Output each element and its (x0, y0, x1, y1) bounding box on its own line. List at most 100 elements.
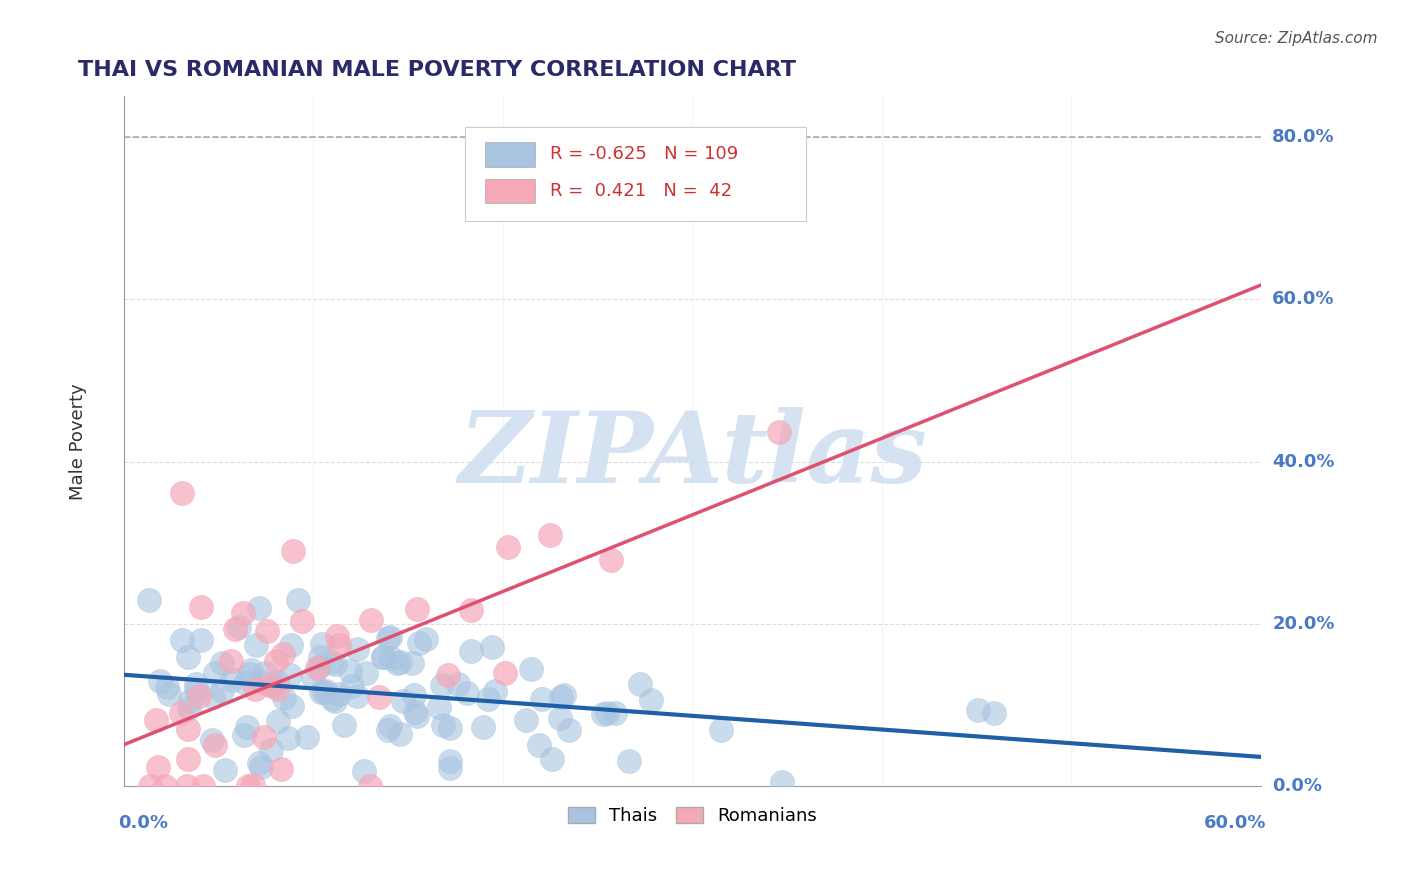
Point (236, 720, 259, 734)
Point (377, 631, 399, 645)
Point (267, 714, 290, 728)
Point (250, 760, 273, 774)
Point (548, 711, 571, 725)
Point (339, 664, 361, 678)
Point (592, 706, 614, 721)
Point (211, 656, 233, 670)
Point (967, 703, 990, 717)
Point (527, 738, 550, 752)
Point (186, 677, 208, 691)
Point (204, 739, 226, 753)
Point (221, 673, 243, 687)
Point (378, 719, 401, 733)
Text: 80.0%: 80.0% (1272, 128, 1334, 146)
Point (233, 728, 256, 742)
Text: 60.0%: 60.0% (1272, 291, 1334, 309)
Point (266, 654, 288, 668)
FancyBboxPatch shape (485, 142, 536, 167)
Point (439, 754, 461, 768)
Point (619, 754, 641, 768)
Point (392, 694, 415, 708)
Point (156, 680, 179, 694)
Point (354, 665, 377, 680)
Point (250, 675, 273, 690)
Point (326, 629, 349, 643)
Point (311, 637, 333, 651)
Point (297, 730, 319, 744)
Point (346, 689, 368, 703)
Point (263, 680, 285, 694)
Text: Male Poverty: Male Poverty (69, 383, 87, 500)
Point (211, 683, 233, 698)
Point (359, 779, 381, 793)
Point (484, 684, 506, 698)
Point (460, 644, 482, 658)
Point (314, 685, 336, 699)
Point (280, 638, 302, 652)
Point (232, 606, 254, 620)
Point (267, 682, 290, 697)
Point (224, 622, 246, 636)
Point (515, 713, 537, 727)
Point (308, 649, 330, 664)
Point (186, 683, 208, 698)
Point (273, 690, 295, 705)
Point (595, 706, 617, 721)
Point (353, 764, 375, 778)
Point (176, 779, 198, 793)
Point (190, 600, 212, 615)
Point (287, 592, 309, 607)
Point (281, 544, 304, 558)
Text: 40.0%: 40.0% (1272, 453, 1334, 471)
Point (600, 553, 623, 567)
Point (188, 689, 211, 703)
Point (346, 641, 368, 656)
Text: 0.0%: 0.0% (1272, 778, 1322, 796)
Point (332, 718, 354, 732)
Point (271, 648, 294, 662)
Point (266, 674, 288, 689)
Point (405, 705, 427, 719)
Point (447, 677, 470, 691)
Point (277, 731, 299, 745)
Point (179, 694, 201, 708)
Point (270, 762, 292, 776)
Point (550, 690, 572, 704)
Point (321, 692, 343, 706)
Point (153, 779, 176, 793)
Text: THAI VS ROMANIAN MALE POVERTY CORRELATION CHART: THAI VS ROMANIAN MALE POVERTY CORRELATIO… (79, 60, 796, 79)
Point (640, 693, 662, 707)
Point (389, 655, 412, 669)
Point (430, 678, 453, 692)
Point (257, 678, 280, 692)
Point (157, 687, 180, 701)
Point (323, 693, 346, 707)
Point (342, 679, 364, 693)
Text: ZIPAtlas: ZIPAtlas (458, 407, 927, 503)
Point (710, 723, 733, 737)
Point (415, 632, 437, 647)
Text: 0.0%: 0.0% (118, 814, 169, 832)
Point (315, 684, 337, 698)
Point (170, 486, 193, 500)
Point (228, 620, 250, 634)
Point (278, 667, 301, 681)
Point (328, 639, 350, 653)
Point (204, 665, 226, 680)
Point (371, 650, 394, 665)
Point (190, 632, 212, 647)
Point (281, 698, 304, 713)
Point (242, 778, 264, 792)
Point (179, 700, 201, 714)
Point (145, 713, 167, 727)
Point (239, 663, 262, 677)
Point (401, 656, 423, 670)
Point (245, 638, 267, 652)
Text: R = -0.625   N = 109: R = -0.625 N = 109 (550, 145, 738, 162)
Point (236, 779, 259, 793)
Point (305, 660, 328, 674)
Point (233, 675, 256, 690)
Point (439, 761, 461, 775)
Point (553, 689, 575, 703)
Point (323, 657, 346, 671)
